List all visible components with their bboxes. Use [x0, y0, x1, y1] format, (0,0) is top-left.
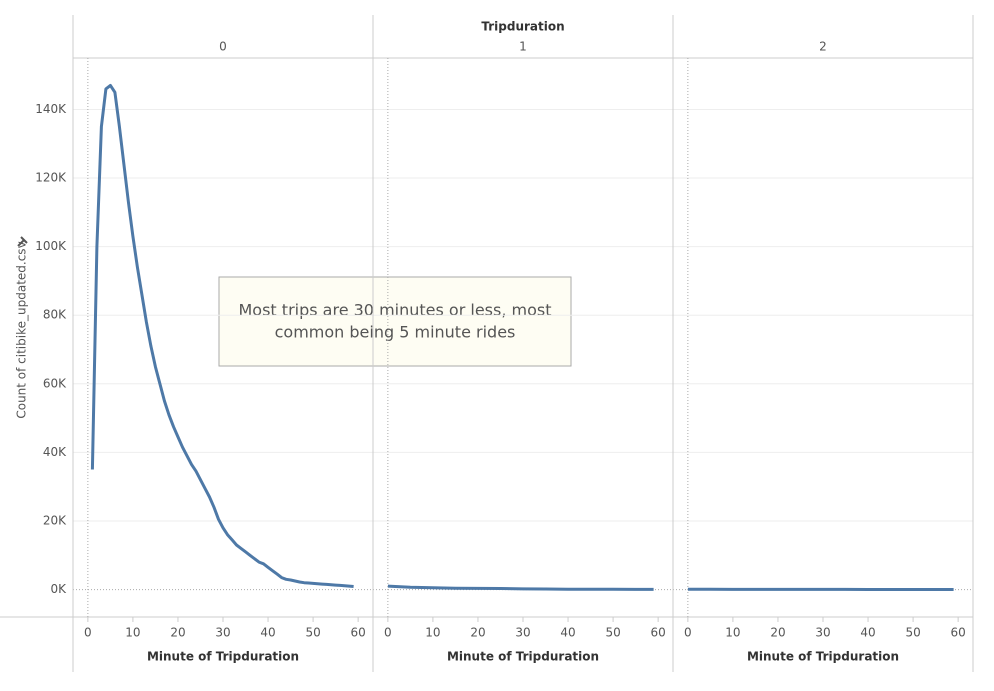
chart-title: Tripduration [481, 20, 564, 34]
y-tick-label: 140K [35, 102, 67, 116]
x-tick-label: 10 [725, 626, 740, 640]
y-tick-label: 120K [35, 171, 67, 185]
x-tick-label: 30 [215, 626, 230, 640]
x-tick-label: 10 [125, 626, 140, 640]
y-tick-label: 100K [35, 239, 67, 253]
x-tick-label: 60 [950, 626, 965, 640]
panel-header: 0 [219, 40, 227, 54]
x-tick-label: 20 [470, 626, 485, 640]
x-axis-label: Minute of Tripduration [747, 650, 899, 664]
x-tick-label: 30 [515, 626, 530, 640]
y-tick-label: 40K [43, 445, 67, 459]
x-tick-label: 0 [684, 626, 692, 640]
y-tick-label: 0K [50, 582, 67, 596]
y-tick-label: 20K [43, 513, 67, 527]
x-tick-label: 10 [425, 626, 440, 640]
x-tick-label: 40 [860, 626, 875, 640]
x-tick-label: 40 [260, 626, 275, 640]
annotation-text: common being 5 minute rides [275, 323, 516, 342]
y-axis-label: Count of citibike_updated.csv [15, 241, 29, 418]
x-tick-label: 0 [384, 626, 392, 640]
x-tick-label: 30 [815, 626, 830, 640]
x-tick-label: 20 [170, 626, 185, 640]
x-tick-label: 0 [84, 626, 92, 640]
annotation-box [219, 277, 571, 366]
y-tick-label: 60K [43, 376, 67, 390]
x-tick-label: 60 [350, 626, 365, 640]
x-tick-label: 50 [305, 626, 320, 640]
x-tick-label: 50 [905, 626, 920, 640]
series-line [388, 586, 654, 589]
x-tick-label: 40 [560, 626, 575, 640]
x-axis-label: Minute of Tripduration [147, 650, 299, 664]
x-tick-label: 60 [650, 626, 665, 640]
x-tick-label: 50 [605, 626, 620, 640]
y-tick-label: 80K [43, 308, 67, 322]
panel-header: 1 [519, 40, 527, 54]
annotation-text: Most trips are 30 minutes or less, most [239, 301, 552, 320]
panel-header: 2 [819, 40, 827, 54]
x-tick-label: 20 [770, 626, 785, 640]
x-axis-label: Minute of Tripduration [447, 650, 599, 664]
